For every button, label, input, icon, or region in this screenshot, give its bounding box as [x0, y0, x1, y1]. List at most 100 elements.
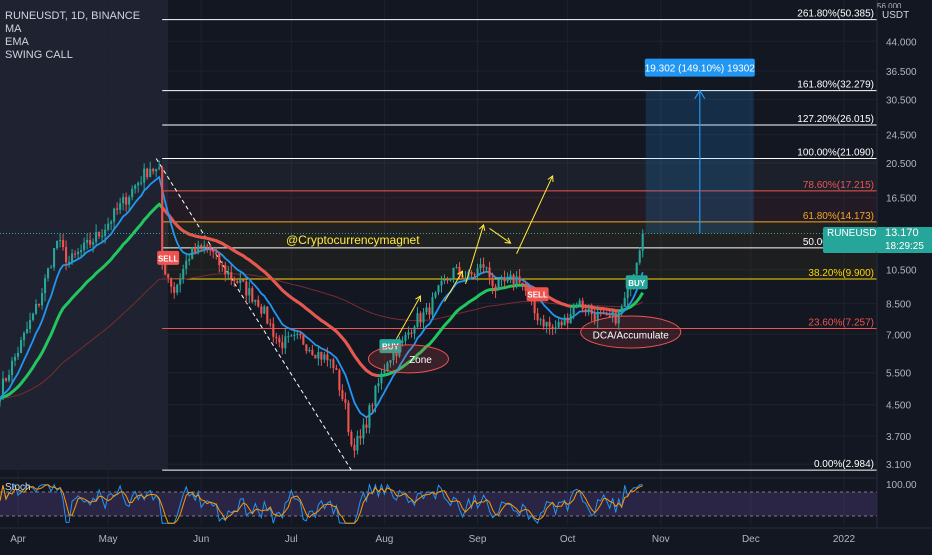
candle-body	[371, 405, 374, 407]
candle-body	[275, 336, 278, 339]
signal-label: SELL	[527, 291, 548, 300]
candle-body	[347, 402, 350, 433]
candle-body	[500, 277, 503, 280]
candle-body	[278, 338, 281, 343]
fib-level-label: 38.20%(9.900)	[808, 268, 874, 279]
candle-body	[224, 265, 227, 275]
candle-body	[608, 315, 611, 318]
candle-body	[434, 292, 437, 298]
trend-arrow-head	[547, 175, 554, 182]
candle-body	[284, 336, 287, 349]
candle-body	[389, 360, 392, 363]
candle-body	[599, 312, 602, 314]
candle-body	[479, 264, 482, 269]
candle-body	[329, 359, 332, 361]
candle-body	[605, 313, 608, 316]
candle-body	[98, 231, 101, 237]
signal-label: BUY	[628, 279, 646, 288]
candle-body	[341, 390, 344, 400]
candle-body	[380, 373, 383, 384]
candle-body	[533, 299, 536, 314]
drawings: SELL BUY SELL BUY Zone DCA/Accumulate	[157, 175, 682, 374]
candle-body	[83, 242, 86, 251]
candle-body	[13, 356, 17, 361]
fib-trend-line	[155, 158, 352, 471]
candle-body	[209, 245, 212, 251]
indicator-ema[interactable]: EMA	[5, 36, 29, 48]
candle-body	[581, 300, 584, 310]
stoch-band	[0, 492, 877, 516]
candle-body	[446, 279, 449, 281]
x-tick-label: Jul	[285, 534, 298, 545]
trend-arrow-head	[504, 237, 512, 244]
candle-body	[512, 274, 515, 284]
candle-body	[53, 248, 56, 268]
candle-body	[518, 276, 521, 283]
x-tick-label: Oct	[560, 534, 576, 545]
candle-body	[161, 167, 164, 263]
fib-zone	[162, 221, 877, 248]
candle-body	[65, 247, 68, 263]
candle-body	[19, 340, 23, 353]
candle-body	[578, 300, 581, 306]
dca-ellipse	[580, 315, 682, 349]
symbol-title[interactable]: RUNEUSDT, 1D, BINANCE	[5, 10, 141, 22]
candle-body	[455, 267, 458, 269]
candle-body	[80, 250, 83, 252]
x-tick-label: Dec	[742, 534, 760, 545]
candle-body	[34, 304, 38, 314]
candle-body	[7, 374, 11, 381]
candle-body	[410, 332, 413, 334]
annotation-text: DCA/Accumulate	[593, 330, 670, 341]
candle-body	[557, 321, 560, 328]
candle-body	[638, 250, 641, 263]
candle-body	[74, 253, 77, 255]
candle-body	[395, 351, 398, 357]
trend-arrow-line	[396, 295, 421, 340]
fib-level-label: 78.60%(17.215)	[803, 180, 874, 191]
candle-body	[191, 247, 194, 260]
x-tick-label: Aug	[376, 534, 394, 545]
ma-red-segment	[161, 206, 379, 378]
candle-body	[176, 284, 179, 293]
trend-arrow-head	[415, 295, 421, 302]
y-tick-label: 24.500	[886, 131, 917, 142]
candle-body	[548, 321, 551, 327]
candle-body	[245, 281, 248, 296]
candle-body	[0, 398, 2, 402]
candle-body	[62, 240, 65, 248]
candle-body	[77, 251, 80, 255]
candle-body	[128, 197, 131, 205]
candle-body	[16, 352, 20, 357]
candle-body	[473, 274, 476, 276]
indicator-ma[interactable]: MA	[5, 23, 22, 35]
candle-body	[92, 242, 95, 245]
fib-level-label: 261.80%(50.385)	[797, 9, 874, 20]
candle-body	[290, 335, 293, 337]
zone-ellipse	[367, 344, 449, 374]
candle-body	[320, 351, 323, 360]
x-tick-label: Jun	[193, 534, 209, 545]
candle-body	[482, 264, 485, 268]
candle-body	[296, 333, 299, 335]
candle-body	[623, 297, 626, 307]
fib-level-label: 23.60%(7.257)	[808, 318, 874, 329]
indicator-swing-call[interactable]: SWING CALL	[5, 49, 73, 61]
top-tick-partial: 56.000	[877, 2, 902, 8]
candle-body	[554, 327, 557, 329]
candle-body	[107, 223, 110, 230]
stoch-pane	[0, 477, 877, 525]
candle-body	[50, 267, 53, 269]
candle-body	[620, 306, 623, 312]
fib-zone	[162, 158, 877, 191]
candle-body	[464, 277, 467, 279]
candle-body	[323, 354, 326, 360]
y-tick-label: 3.100	[886, 460, 911, 471]
candle-body	[443, 279, 446, 281]
stoch-label[interactable]: Stoch	[5, 482, 31, 493]
candle-body	[572, 305, 575, 315]
candle-body	[431, 297, 434, 315]
candle-body	[152, 168, 155, 172]
candle-body	[110, 221, 113, 224]
